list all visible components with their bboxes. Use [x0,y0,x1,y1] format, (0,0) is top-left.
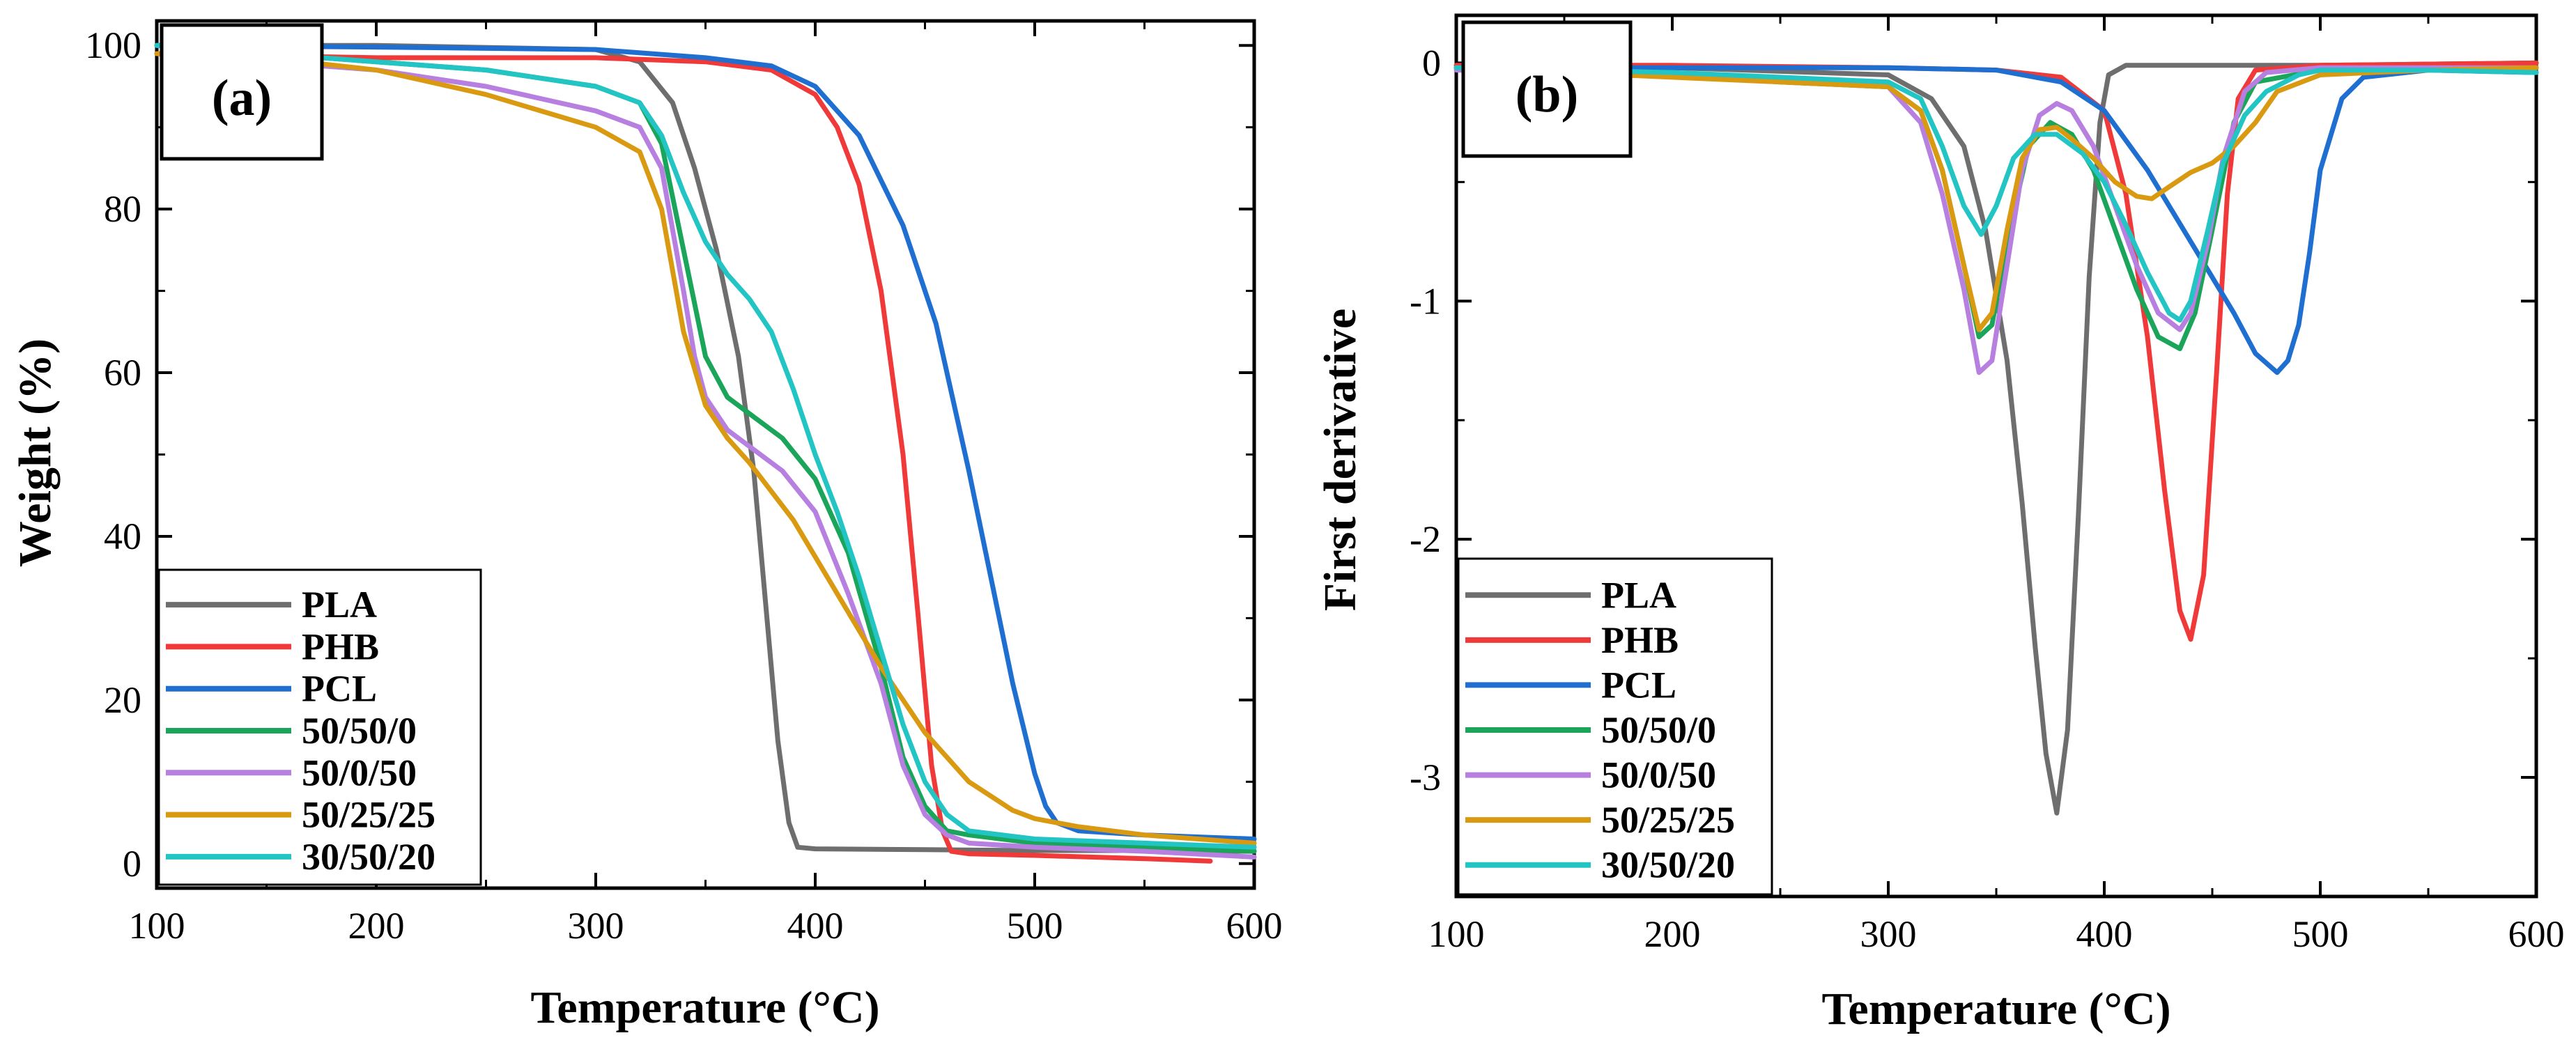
legend-label-PLA: PLA [1601,574,1676,616]
panel-b-label-box [1461,20,1633,158]
panel-a-chart: 100 200 300 400 500 600 0 20 40 60 80 100 Temperatu… [10,19,1283,1033]
legend-label-PCL: PCL [302,668,377,710]
x-tick-label: 300 [568,905,624,947]
panel-a-tick-labels: 100 200 300 400 500 600 0 20 40 60 80 100 [85,24,1283,947]
legend-label-50-25-25: 50/25/25 [1601,799,1735,841]
series-line-50-25-25 [154,51,1257,846]
panel-b-chart: 100 200 300 400 500 600 0 -1 -2 -3 Temperature (°… [1315,13,2565,1034]
y-tick-label: 0 [1422,42,1441,84]
y-tick-label: 60 [104,352,141,394]
legend-label-50-25-25: 50/25/25 [302,794,435,836]
panel-a-label-box [160,23,324,161]
y-tick-label: 20 [104,679,141,721]
series-line-30-50-20 [154,42,1257,850]
x-tick-label: 100 [129,905,185,947]
series-line-PCL [1453,65,2539,375]
panel-a-y-axis-title: Weight (%) [10,339,61,567]
x-tick-label: 600 [2508,913,2565,955]
panel-b-x-axis-title: Temperature (°C) [1821,984,2170,1034]
legend-label-30-50-20: 30/50/20 [1601,844,1735,886]
panel-b-series [1453,60,2539,816]
series-line-PLA [1453,60,2539,816]
panel-b-y-axis-title: First derivative [1315,309,1366,611]
legend-box [157,568,482,886]
legend-label-PCL: PCL [1601,664,1676,706]
legend-label-50-50-0: 50/50/0 [1601,709,1716,751]
legend-label-PHB: PHB [302,626,379,667]
legend-box [1457,557,1773,896]
panel-b-tick-labels: 100 200 300 400 500 600 0 -1 -2 -3 [1410,42,2564,955]
series-line-PHB [154,51,1213,864]
series-line-50-0-50 [154,51,1257,860]
panel-a-x-axis-title: Temperature (°C) [530,982,879,1033]
x-tick-label: 600 [1226,905,1283,947]
series-line-30-50-20 [1453,65,2539,323]
x-tick-label: 400 [2076,913,2133,955]
legend-label-PLA: PLA [302,584,377,626]
x-tick-label: 500 [2292,913,2349,955]
x-tick-label: 400 [787,905,844,947]
x-tick-label: 200 [348,905,405,947]
x-tick-label: 500 [1007,905,1063,947]
series-line-50-25-25 [1453,65,2539,332]
y-tick-label: -3 [1410,756,1441,798]
panel-a-series [154,42,1257,864]
y-tick-label: 40 [104,515,141,557]
y-tick-label: 0 [123,843,141,885]
panel-b-label: (b) [1515,66,1578,123]
legend-label-50-50-0: 50/50/0 [302,710,417,752]
y-tick-label: -1 [1410,280,1441,322]
x-tick-label: 100 [1428,913,1485,955]
x-tick-label: 300 [1860,913,1917,955]
y-tick-label: 80 [104,188,141,230]
legend-label-PHB: PHB [1601,619,1679,661]
panel-a-label: (a) [212,70,272,127]
legend-label-50-0-50: 50/0/50 [302,752,417,793]
y-tick-label: 100 [85,24,141,66]
x-tick-label: 200 [1644,913,1701,955]
legend-label-50-0-50: 50/0/50 [1601,754,1716,796]
y-tick-label: -2 [1410,518,1441,560]
legend-label-30-50-20: 30/50/20 [302,836,435,878]
